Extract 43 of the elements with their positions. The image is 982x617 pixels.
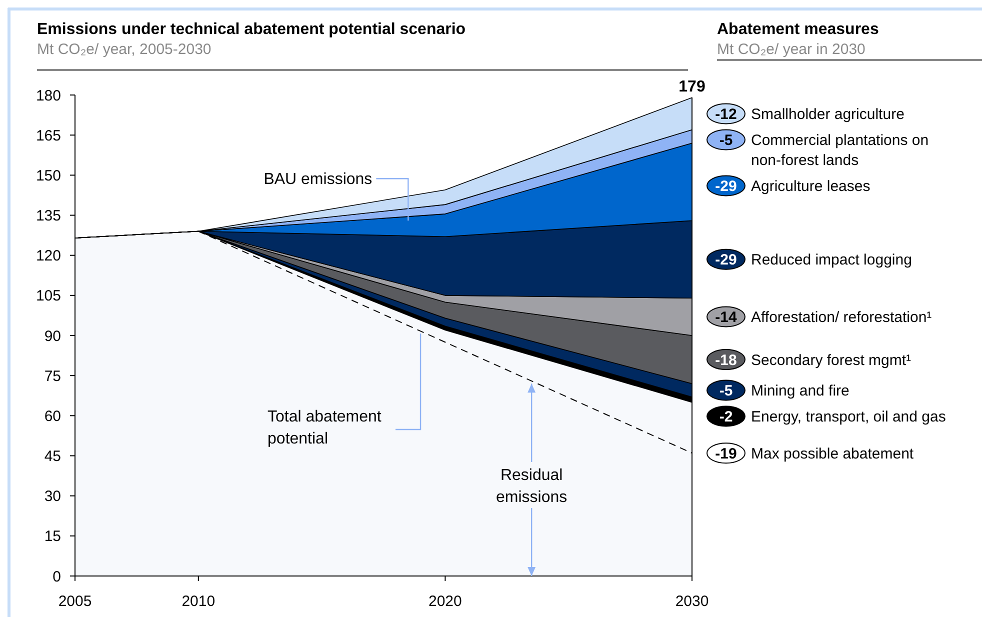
y-tick-label: 15 <box>44 528 61 546</box>
x-tick-label: 2020 <box>428 593 462 610</box>
text: -5 <box>719 382 733 400</box>
y-tick-label: 165 <box>36 127 61 144</box>
text: -18 <box>715 352 737 369</box>
legend-label: Secondary forest mgmt¹ <box>751 352 912 369</box>
y-tick-label: 150 <box>36 167 61 184</box>
y-tick-label: 105 <box>36 288 61 305</box>
annotation: Total abatement potential <box>268 408 382 448</box>
text: -5 <box>719 132 733 149</box>
x-tick-label: 2010 <box>182 593 216 610</box>
text: -2 <box>719 408 733 426</box>
y-tick-label: 45 <box>44 448 61 465</box>
annotation: Residual emissions <box>496 467 568 506</box>
legend-label: Mining and fire <box>751 382 850 400</box>
legend-label: Agriculture leases <box>751 178 870 195</box>
legend-title: Abatement measures <box>717 21 879 38</box>
text: -29 <box>715 178 737 195</box>
legend-label: Max possible abatement <box>751 445 914 462</box>
text: -12 <box>715 106 737 123</box>
annotation: BAU emissions <box>264 171 372 188</box>
text: Mt CO₂e/ year in 2030 <box>717 41 866 58</box>
x-tick-label: 2005 <box>58 593 92 610</box>
text: -29 <box>715 252 737 269</box>
legend-label: Afforestation/ reforestation¹ <box>751 309 932 326</box>
x-tick-label: 2030 <box>675 593 709 610</box>
y-tick-label: 75 <box>44 368 61 385</box>
legend-label: Energy, transport, oil and gas <box>751 408 946 426</box>
text: -14 <box>715 309 738 326</box>
legend-label: Reduced impact logging <box>751 252 912 269</box>
y-tick-label: 0 <box>52 568 61 586</box>
chart-title: Emissions under technical abatement potential scenario <box>37 21 466 38</box>
y-tick-label: 180 <box>36 87 61 104</box>
total-label: 179 <box>678 78 706 96</box>
y-tick-label: 60 <box>44 408 61 425</box>
legend-label: Commercial plantations on non-forest lands <box>751 132 929 169</box>
y-tick-label: 90 <box>44 328 61 345</box>
y-tick-label: 30 <box>44 488 61 506</box>
chart-subtitle: Mt CO₂e/ year, 2005-2030 <box>37 41 212 58</box>
text: -19 <box>715 445 737 462</box>
y-tick-label: 135 <box>36 208 61 224</box>
legend-label: Smallholder agriculture <box>751 106 904 123</box>
y-tick-label: 120 <box>36 248 61 265</box>
